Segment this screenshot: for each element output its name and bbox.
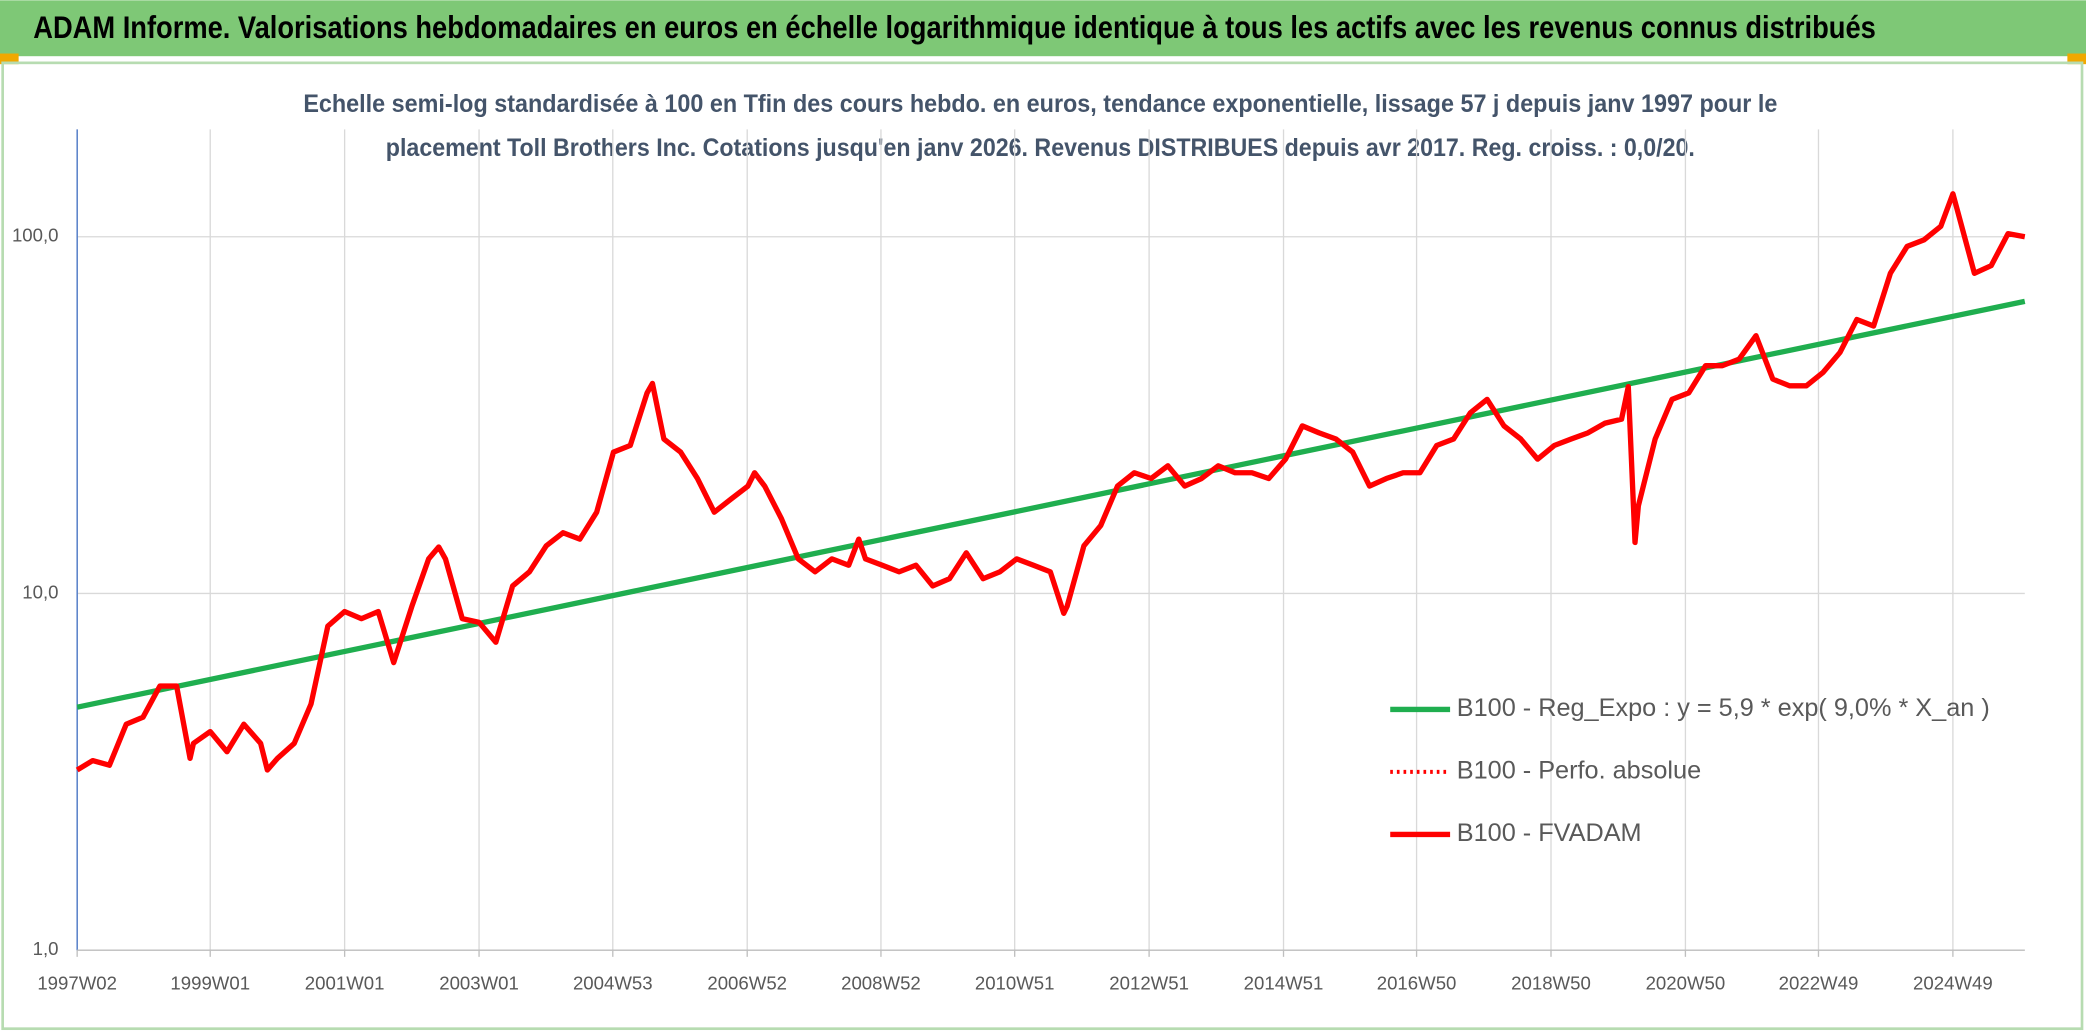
chart-subtitle: Echelle semi-log standardisée à 100 en T… — [303, 90, 1777, 118]
y-tick-label: 10,0 — [22, 581, 58, 602]
x-tick-label: 2006W52 — [707, 973, 787, 994]
legend-label: B100 - Perfo. absolue — [1457, 757, 1701, 785]
series-line — [75, 191, 2026, 773]
x-tick-label: 2016W50 — [1377, 973, 1457, 994]
legend-label: B100 - FVADAM — [1457, 819, 1642, 847]
x-tick-label: 2010W51 — [975, 973, 1055, 994]
x-tick-label: 1999W01 — [170, 973, 250, 994]
title-bar — [0, 0, 2086, 57]
x-tick-label: 2004W53 — [573, 973, 653, 994]
frame — [1, 61, 2084, 1031]
y-tick-label: 100,0 — [12, 225, 59, 246]
x-tick-label: 2012W51 — [1109, 973, 1189, 994]
x-tick-label: 2022W49 — [1779, 973, 1859, 994]
x-tick-label: 2024W49 — [1913, 973, 1993, 994]
x-tick-label: 1997W02 — [37, 973, 117, 994]
x-tick-label: 2008W52 — [841, 973, 921, 994]
x-tick-label: 2020W50 — [1646, 973, 1726, 994]
x-tick-label: 2018W50 — [1511, 973, 1591, 994]
x-tick-label: 2001W01 — [305, 973, 385, 994]
x-tick-label: 2014W51 — [1244, 973, 1324, 994]
y-tick-label: 1,0 — [33, 938, 59, 959]
corner-mark — [2067, 53, 2086, 65]
legend-label: B100 - Reg_Expo : y = 5,9 * exp( 9,0% * … — [1457, 694, 1990, 722]
x-tick-label: 2003W01 — [439, 973, 519, 994]
chart-title: ADAM Informe. Valorisations hebdomadaire… — [33, 9, 1876, 45]
chart-subtitle: placement Toll Brothers Inc. Cotations j… — [386, 134, 1695, 162]
corner-mark — [0, 53, 19, 65]
